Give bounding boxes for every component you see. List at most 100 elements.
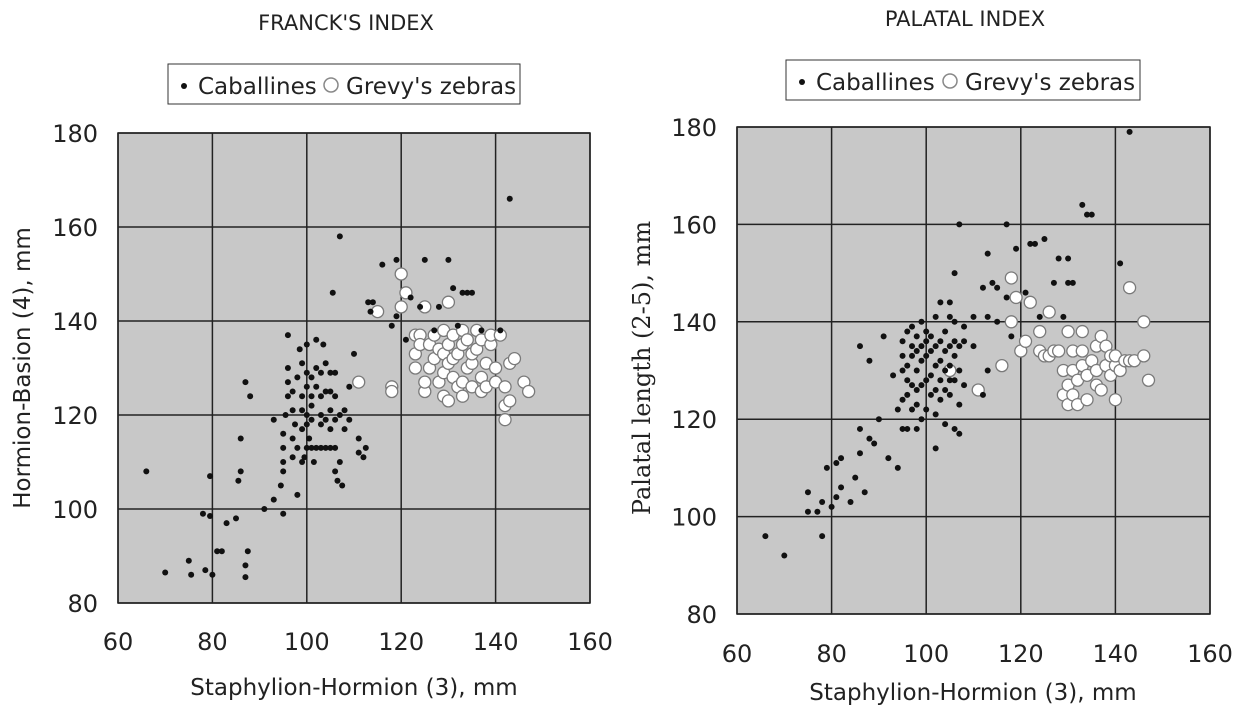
- point-caballine: [332, 416, 339, 423]
- point-caballine: [459, 289, 466, 296]
- chart-palatal-index: PALATAL INDEX Caballines Grevy's zebras …: [628, 7, 1233, 706]
- point-caballine: [296, 346, 303, 353]
- x-tick-labels: 60 80 100 120 140 160: [103, 628, 613, 656]
- point-caballine: [322, 360, 329, 367]
- point-caballine: [961, 382, 968, 389]
- y-tick-label: 100: [52, 496, 98, 524]
- point-grevys-zebra: [1042, 305, 1056, 319]
- point-caballine: [909, 343, 916, 350]
- y-tick-label: 160: [52, 214, 98, 242]
- point-caballine: [341, 426, 348, 433]
- y-tick-label: 160: [671, 211, 717, 239]
- point-caballine: [317, 412, 324, 418]
- point-caballine: [781, 552, 788, 559]
- point-caballine: [866, 357, 873, 364]
- x-tick-label: 140: [1092, 640, 1138, 668]
- data-points: [143, 195, 536, 581]
- x-axis-label: Staphylion-Hormion (3), mm: [809, 680, 1136, 706]
- point-grevys-zebra: [498, 413, 512, 427]
- point-caballine: [388, 322, 395, 329]
- point-caballine: [313, 383, 320, 390]
- x-tick-label: 120: [998, 640, 1044, 668]
- point-caballine: [856, 343, 863, 350]
- point-caballine: [819, 498, 826, 505]
- point-caballine: [942, 348, 949, 355]
- point-caballine: [322, 416, 329, 423]
- point-caballine: [292, 421, 298, 428]
- point-caballine: [913, 333, 920, 340]
- point-caballine: [362, 444, 369, 451]
- point-caballine: [334, 477, 341, 484]
- point-caballine: [909, 406, 916, 413]
- point-caballine: [899, 338, 906, 345]
- point-caballine: [904, 362, 911, 369]
- point-grevys-zebra: [394, 300, 408, 314]
- point-caballine: [923, 328, 930, 335]
- point-caballine: [284, 379, 291, 386]
- point-caballine: [355, 449, 362, 456]
- point-grevys-zebra: [408, 361, 423, 375]
- legend-box: [785, 59, 1141, 101]
- point-caballine: [289, 454, 296, 461]
- point-caballine: [313, 444, 320, 451]
- point-grevys-zebra: [1075, 344, 1089, 358]
- point-caballine: [833, 460, 840, 467]
- point-grevys-zebra: [1004, 271, 1018, 285]
- point-grevys-zebra: [460, 333, 474, 347]
- point-caballine: [261, 506, 268, 512]
- point-caballine: [379, 261, 386, 268]
- point-caballine: [885, 455, 892, 462]
- point-caballine: [927, 391, 934, 398]
- point-caballine: [1027, 240, 1034, 247]
- point-caballine: [497, 327, 504, 334]
- point-caballine: [814, 508, 821, 515]
- point-caballine: [961, 323, 968, 330]
- point-caballine: [233, 515, 239, 522]
- point-caballine: [913, 401, 920, 408]
- point-caballine: [1050, 279, 1057, 286]
- point-grevys-zebra: [455, 389, 470, 403]
- point-caballine: [341, 407, 348, 414]
- point-caballine: [336, 233, 343, 240]
- point-caballine: [289, 388, 296, 395]
- point-caballine: [923, 377, 930, 384]
- point-caballine: [185, 557, 192, 564]
- point-caballine: [823, 464, 830, 471]
- point-caballine: [871, 440, 878, 447]
- legend-marker-caballines: [799, 79, 805, 85]
- plot-frame: [736, 126, 1211, 615]
- point-caballine: [247, 393, 254, 400]
- point-caballine: [904, 377, 911, 384]
- point-caballine: [979, 391, 986, 398]
- point-caballine: [923, 338, 930, 345]
- point-caballine: [804, 508, 811, 515]
- point-caballine: [951, 318, 958, 325]
- point-caballine: [956, 401, 963, 408]
- point-caballine: [927, 372, 934, 379]
- point-grevys-zebra: [441, 295, 456, 309]
- point-caballine: [946, 391, 953, 398]
- point-caballine: [956, 343, 963, 350]
- point-caballine: [339, 482, 346, 489]
- point-caballine: [899, 425, 906, 432]
- point-caballine: [450, 285, 457, 292]
- point-caballine: [336, 459, 343, 465]
- point-caballine: [199, 510, 206, 517]
- legend-marker-grevys-zebras: [942, 73, 958, 89]
- point-caballine: [303, 341, 310, 348]
- point-grevys-zebra: [418, 375, 432, 389]
- point-caballine: [506, 195, 513, 202]
- point-caballine: [946, 313, 953, 320]
- point-caballine: [270, 496, 277, 503]
- point-caballine: [332, 393, 339, 400]
- point-caballine: [242, 574, 249, 581]
- point-grevys-zebra: [1108, 393, 1123, 407]
- y-tick-label: 120: [52, 402, 98, 430]
- point-caballine: [856, 425, 863, 432]
- point-caballine: [932, 445, 939, 452]
- point-caballine: [299, 360, 306, 367]
- point-caballine: [951, 425, 958, 432]
- point-caballine: [838, 484, 845, 491]
- point-caballine: [393, 256, 400, 263]
- point-caballine: [918, 357, 925, 364]
